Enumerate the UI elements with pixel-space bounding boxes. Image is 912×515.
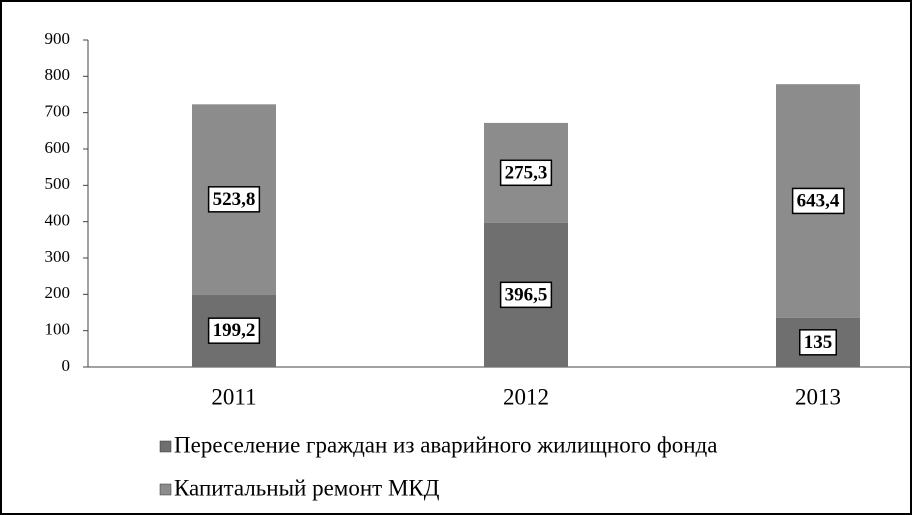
y-tick-label: 900 — [45, 29, 71, 48]
value-label-box — [207, 186, 261, 213]
y-tick-label: 400 — [45, 211, 71, 230]
value-label-box — [499, 159, 553, 187]
value-label: 199,2 — [213, 320, 256, 341]
value-label: 396,5 — [505, 284, 548, 305]
value-label-box — [791, 187, 845, 215]
y-tick-label: 100 — [45, 320, 71, 339]
value-label-box — [799, 329, 837, 356]
value-label: 135 — [804, 332, 833, 353]
value-label: 523,8 — [213, 189, 256, 210]
value-label-box — [499, 281, 553, 309]
value-label-box — [207, 317, 261, 344]
y-tick-label: 700 — [45, 102, 71, 121]
x-tick-label: 2012 — [503, 384, 549, 409]
y-tick-label: 200 — [45, 283, 71, 302]
legend-swatch — [159, 440, 172, 453]
legend-swatch — [159, 483, 172, 496]
x-tick-label: 2013 — [795, 384, 841, 409]
y-tick-label: 500 — [45, 174, 71, 193]
y-tick-label: 600 — [45, 138, 71, 157]
y-tick-label: 300 — [45, 247, 71, 266]
x-tick-label: 2011 — [211, 384, 256, 409]
y-tick-label: 800 — [45, 65, 71, 84]
y-tick-label: 0 — [62, 356, 71, 375]
legend-label: Капитальный ремонт МКД — [174, 475, 440, 500]
value-label: 643,4 — [797, 190, 840, 211]
legend-label: Переселение граждан из аварийного жилищн… — [174, 432, 717, 457]
value-label: 275,3 — [505, 162, 548, 183]
